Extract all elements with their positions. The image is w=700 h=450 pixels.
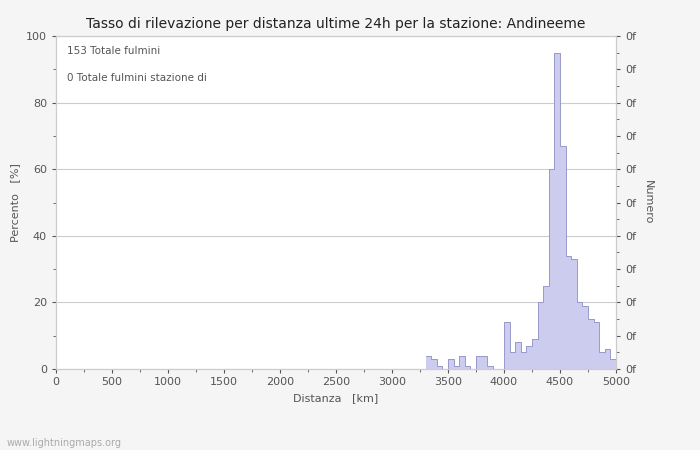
- Text: www.lightningmaps.org: www.lightningmaps.org: [7, 438, 122, 448]
- Legend: Tasso di rilevazione stazione Andineeme, Numero totale fulmini: Tasso di rilevazione stazione Andineeme,…: [127, 448, 545, 450]
- Y-axis label: Numero: Numero: [643, 180, 652, 225]
- Y-axis label: Percento   [%]: Percento [%]: [10, 163, 20, 242]
- X-axis label: Distanza   [km]: Distanza [km]: [293, 393, 379, 403]
- Polygon shape: [426, 53, 616, 369]
- Text: 0 Totale fulmini stazione di: 0 Totale fulmini stazione di: [67, 72, 207, 83]
- Text: 153 Totale fulmini: 153 Totale fulmini: [67, 46, 160, 56]
- Title: Tasso di rilevazione per distanza ultime 24h per la stazione: Andineeme: Tasso di rilevazione per distanza ultime…: [86, 17, 586, 31]
